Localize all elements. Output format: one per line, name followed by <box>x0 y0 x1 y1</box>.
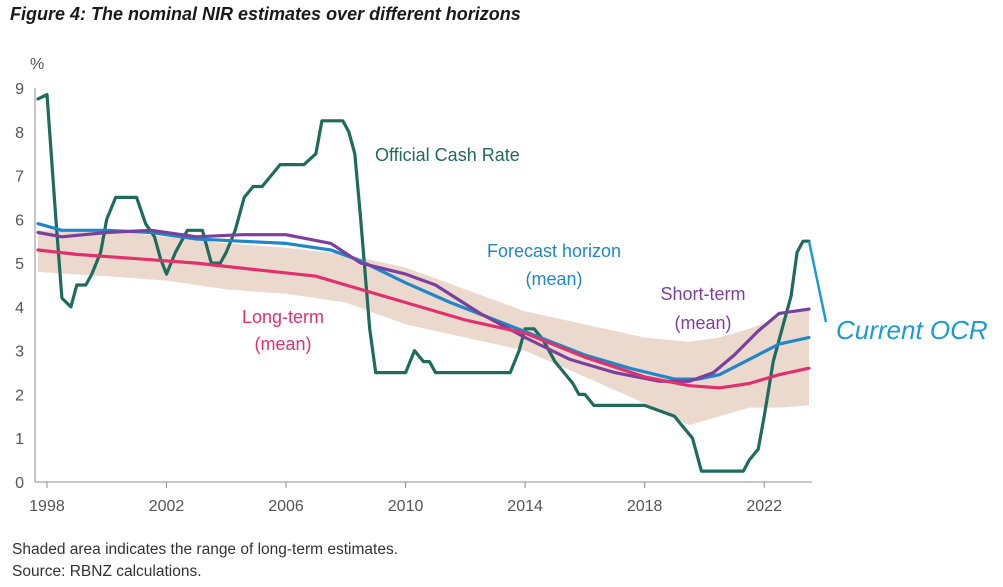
y-tick-label: 0 <box>15 475 24 492</box>
current-ocr-callout: Current OCR <box>836 315 988 345</box>
x-tick-label: 2018 <box>627 498 663 515</box>
label-short_term: Short-term <box>660 284 745 304</box>
axes-layer: % 0 1 2 3 4 5 6 7 8 9 1998 2002 2006 2010 2014 2018 2022 <box>15 56 812 515</box>
y-tick-label: 2 <box>15 387 24 404</box>
series-short_term <box>36 228 811 383</box>
callout-line <box>807 240 828 323</box>
y-tick-label: 1 <box>15 431 24 448</box>
y-tick-label: 3 <box>15 344 24 361</box>
x-tick-label: 2006 <box>268 498 304 515</box>
y-axis-unit: % <box>30 56 44 73</box>
label-forecast: (mean) <box>525 269 582 289</box>
series-forecast <box>36 222 811 381</box>
range-band <box>38 230 809 426</box>
shading-note: Shaded area indicates the range of long-… <box>12 541 399 558</box>
range-band-layer <box>38 230 809 426</box>
figure-title: Figure 4: The nominal NIR estimates over… <box>10 4 521 24</box>
label-long_term: (mean) <box>254 334 311 354</box>
y-tick-label: 8 <box>15 125 24 142</box>
y-tick-label: 9 <box>15 81 24 98</box>
label-ocr: Official Cash Rate <box>375 145 520 165</box>
y-tick-label: 5 <box>15 256 24 273</box>
y-tick-label: 7 <box>15 169 24 186</box>
x-tick-label: 2010 <box>388 498 424 515</box>
x-tick-label: 2002 <box>149 498 185 515</box>
x-tick-label: 1998 <box>29 498 65 515</box>
y-tick-label: 4 <box>15 300 24 317</box>
y-tick-label: 6 <box>15 212 24 229</box>
x-tick-label: 2014 <box>507 498 543 515</box>
series-labels: Official Cash Rate Forecast horizon (mean)… <box>242 145 988 354</box>
label-short_term: (mean) <box>674 313 731 333</box>
x-tick-label: 2022 <box>746 498 782 515</box>
series-layer <box>36 92 811 473</box>
label-long_term: Long-term <box>242 307 324 327</box>
series-long_term <box>36 248 811 390</box>
source-note: Source: RBNZ calculations. <box>12 563 202 580</box>
label-forecast: Forecast horizon <box>487 241 621 261</box>
